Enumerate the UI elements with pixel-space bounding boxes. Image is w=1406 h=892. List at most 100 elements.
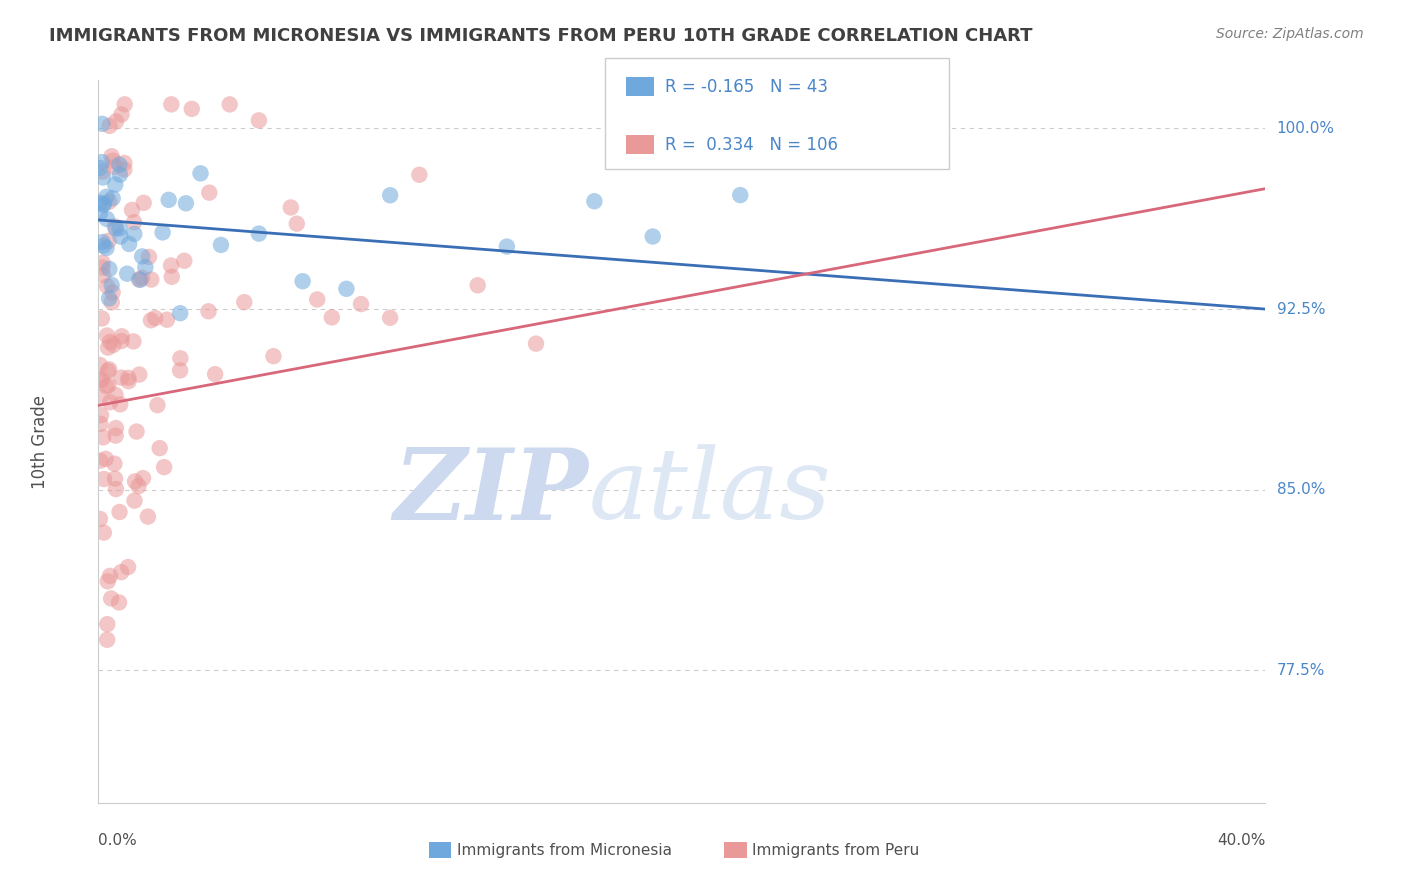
- Point: [138, 250, 160, 264]
- Point: [96, 241, 118, 255]
- Point: [108, 221, 131, 235]
- Point: [96, 279, 118, 293]
- Point: [157, 193, 180, 207]
- Point: [143, 311, 166, 326]
- Point: [160, 259, 183, 273]
- Point: [89, 195, 111, 210]
- Point: [122, 215, 145, 229]
- Point: [91, 256, 114, 270]
- Point: [380, 188, 402, 202]
- Point: [101, 285, 124, 300]
- Point: [103, 338, 125, 352]
- Point: [110, 334, 132, 348]
- Point: [110, 370, 132, 384]
- Point: [104, 428, 127, 442]
- Point: [156, 312, 179, 326]
- Point: [169, 306, 191, 320]
- Point: [93, 238, 115, 252]
- Text: 85.0%: 85.0%: [1277, 483, 1324, 497]
- Point: [112, 162, 135, 177]
- Point: [169, 351, 191, 366]
- Point: [153, 460, 176, 475]
- Text: 40.0%: 40.0%: [1218, 833, 1265, 848]
- Point: [204, 367, 226, 381]
- Text: Immigrants from Micronesia: Immigrants from Micronesia: [457, 843, 672, 857]
- Point: [110, 107, 132, 121]
- Point: [91, 430, 114, 444]
- Point: [89, 206, 111, 220]
- Point: [91, 260, 114, 275]
- Point: [100, 277, 122, 292]
- Point: [108, 168, 131, 182]
- Point: [101, 191, 124, 205]
- Point: [321, 310, 343, 325]
- Point: [285, 217, 308, 231]
- Point: [104, 388, 127, 402]
- Point: [90, 311, 112, 326]
- Text: ZIP: ZIP: [394, 444, 589, 541]
- Text: 77.5%: 77.5%: [1277, 663, 1324, 678]
- Point: [108, 505, 131, 519]
- Point: [524, 336, 547, 351]
- Point: [96, 211, 118, 226]
- Point: [91, 117, 114, 131]
- Point: [730, 188, 752, 202]
- Point: [174, 196, 197, 211]
- Point: [91, 198, 114, 212]
- Point: [108, 397, 131, 411]
- Point: [139, 313, 162, 327]
- Point: [125, 425, 148, 439]
- Point: [96, 328, 118, 343]
- Point: [173, 253, 195, 268]
- Point: [134, 260, 156, 275]
- Point: [96, 617, 118, 632]
- Point: [128, 368, 150, 382]
- Point: [104, 219, 127, 234]
- Point: [90, 155, 112, 169]
- Text: 92.5%: 92.5%: [1277, 301, 1324, 317]
- Point: [105, 114, 128, 128]
- Text: atlas: atlas: [589, 444, 831, 540]
- Text: 100.0%: 100.0%: [1277, 121, 1334, 136]
- Point: [98, 292, 121, 306]
- Point: [110, 565, 132, 579]
- Point: [117, 560, 139, 574]
- Point: [98, 334, 121, 349]
- Point: [104, 472, 127, 486]
- Point: [247, 113, 270, 128]
- Point: [98, 569, 121, 583]
- Point: [108, 595, 131, 609]
- Point: [97, 574, 120, 589]
- Point: [641, 229, 664, 244]
- Point: [115, 267, 138, 281]
- Point: [141, 272, 163, 286]
- Point: [98, 362, 121, 376]
- Point: [96, 379, 118, 393]
- Point: [180, 102, 202, 116]
- Point: [96, 632, 118, 647]
- Point: [583, 194, 606, 209]
- Point: [197, 304, 219, 318]
- Text: IMMIGRANTS FROM MICRONESIA VS IMMIGRANTS FROM PERU 10TH GRADE CORRELATION CHART: IMMIGRANTS FROM MICRONESIA VS IMMIGRANTS…: [49, 27, 1033, 45]
- Point: [89, 161, 111, 175]
- Point: [100, 149, 122, 163]
- Point: [114, 97, 136, 112]
- Point: [496, 239, 519, 253]
- Text: Source: ZipAtlas.com: Source: ZipAtlas.com: [1216, 27, 1364, 41]
- Text: 0.0%: 0.0%: [98, 833, 138, 848]
- Point: [89, 454, 111, 468]
- Point: [100, 591, 122, 606]
- Point: [132, 195, 155, 210]
- Point: [89, 417, 111, 431]
- Point: [160, 97, 183, 112]
- Point: [111, 329, 134, 343]
- Point: [131, 270, 153, 285]
- Point: [89, 512, 111, 526]
- Point: [93, 196, 115, 211]
- Point: [190, 166, 212, 180]
- Point: [408, 168, 430, 182]
- Point: [233, 295, 256, 310]
- Text: R = -0.165   N = 43: R = -0.165 N = 43: [665, 78, 828, 95]
- Point: [91, 268, 114, 283]
- Point: [124, 493, 146, 508]
